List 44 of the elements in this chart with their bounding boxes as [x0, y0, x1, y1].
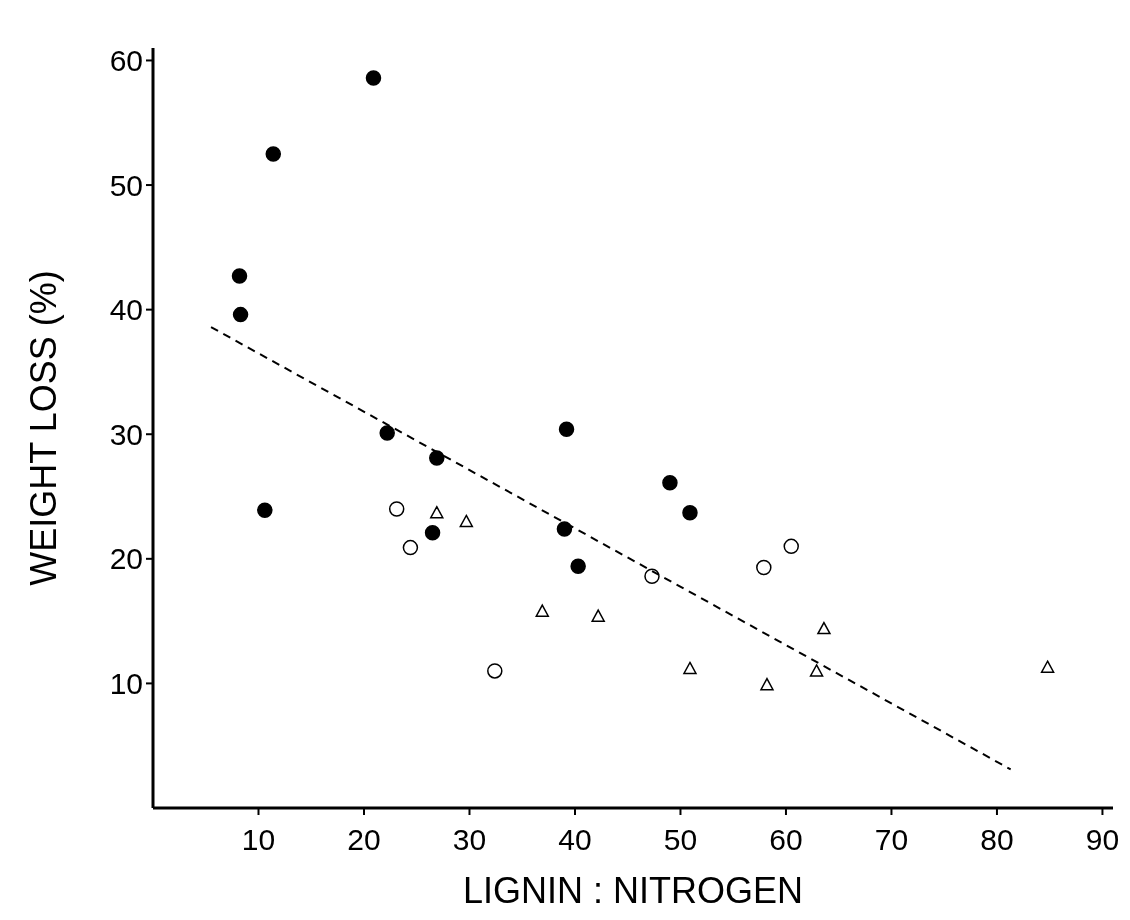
point — [365, 70, 382, 86]
x-axis-title: LIGNIN : NITROGEN — [462, 870, 804, 911]
y-tick-label: 50 — [109, 168, 143, 202]
x-tick-label: 80 — [980, 823, 1014, 856]
point — [459, 514, 474, 528]
x-tick-label: 40 — [558, 823, 592, 856]
point — [558, 421, 575, 437]
point — [265, 146, 282, 162]
point — [424, 524, 441, 541]
x-tick-label: 30 — [452, 823, 487, 856]
point — [257, 502, 273, 518]
point — [231, 268, 248, 284]
x-tick-label: 20 — [347, 823, 381, 856]
point — [591, 609, 605, 622]
point — [232, 306, 249, 323]
point — [683, 661, 697, 675]
point — [662, 475, 678, 491]
point — [535, 604, 550, 617]
point — [430, 505, 444, 519]
point — [1040, 660, 1055, 673]
point — [556, 521, 573, 537]
x-tick-label: 50 — [663, 823, 698, 856]
point — [429, 450, 445, 466]
point — [817, 621, 831, 635]
x-tick-label: 70 — [874, 823, 909, 856]
point — [487, 663, 503, 679]
point — [682, 504, 698, 521]
y-tick-label: 10 — [109, 666, 143, 700]
x-tick-label: 10 — [241, 823, 276, 856]
y-tick-label: 40 — [109, 293, 143, 327]
y-tick-label: 20 — [109, 542, 143, 576]
y-tick-label: 60 — [109, 43, 143, 77]
point — [570, 558, 586, 575]
point — [756, 559, 772, 576]
x-tick-label: 90 — [1085, 823, 1120, 856]
point — [783, 538, 799, 555]
point — [760, 677, 774, 691]
point — [402, 539, 419, 556]
point — [379, 425, 395, 441]
y-tick-label: 30 — [109, 417, 143, 451]
x-tick-label: 60 — [769, 823, 803, 856]
point — [388, 501, 405, 517]
y-axis-title: WEIGHT LOSS (%) — [23, 270, 64, 586]
point — [809, 664, 824, 677]
